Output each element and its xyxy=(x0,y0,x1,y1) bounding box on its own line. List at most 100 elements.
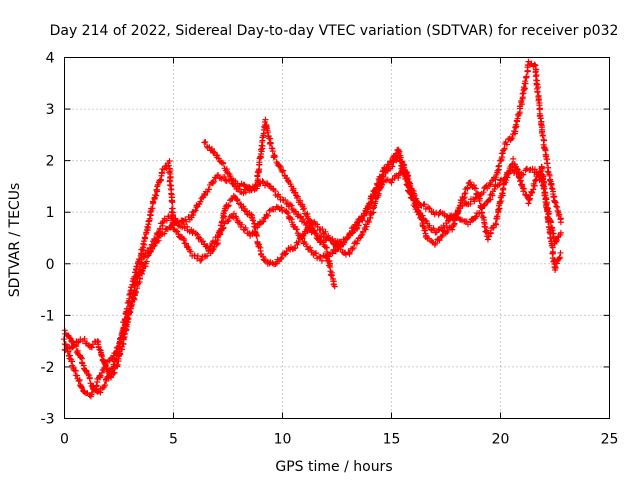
data-point xyxy=(248,211,255,218)
data-point xyxy=(225,202,232,209)
data-point xyxy=(258,148,265,155)
data-point xyxy=(180,237,187,244)
data-point xyxy=(556,254,563,261)
data-point xyxy=(179,224,186,231)
data-point xyxy=(476,197,483,204)
data-point xyxy=(254,222,261,229)
grid-lines xyxy=(64,57,610,419)
data-point xyxy=(529,189,536,196)
data-point xyxy=(126,291,133,298)
data-point xyxy=(297,197,304,204)
data-point xyxy=(88,389,95,396)
data-point xyxy=(302,241,309,248)
data-point xyxy=(387,158,394,165)
data-point xyxy=(540,175,547,182)
data-point xyxy=(115,344,122,351)
data-point xyxy=(109,366,116,373)
data-point xyxy=(278,204,285,211)
data-point xyxy=(282,197,289,204)
data-point xyxy=(461,190,468,197)
data-point xyxy=(432,240,439,247)
data-point xyxy=(513,165,520,172)
data-point xyxy=(267,140,274,147)
data-point xyxy=(553,203,560,210)
data-point xyxy=(300,216,307,223)
data-point xyxy=(277,163,284,170)
data-point xyxy=(135,256,142,263)
data-point xyxy=(324,252,331,259)
data-point xyxy=(500,185,507,192)
x-axis-label: GPS time / hours xyxy=(275,459,392,475)
y-tick-label: 0 xyxy=(46,257,55,273)
data-points xyxy=(60,58,564,400)
data-point xyxy=(460,195,467,202)
data-point xyxy=(120,324,127,331)
data-point xyxy=(150,199,157,206)
data-point xyxy=(163,217,170,224)
data-point xyxy=(110,363,117,370)
data-point xyxy=(552,264,559,271)
data-point xyxy=(347,232,354,239)
data-point xyxy=(289,246,296,253)
data-point xyxy=(208,145,215,152)
data-point xyxy=(366,219,373,226)
data-point xyxy=(319,226,326,233)
data-point xyxy=(343,235,350,242)
data-point xyxy=(215,171,222,178)
data-point xyxy=(489,177,496,184)
data-point xyxy=(293,226,300,233)
data-point xyxy=(443,223,450,230)
data-point xyxy=(519,101,526,108)
data-point xyxy=(358,232,365,239)
data-point xyxy=(318,257,325,264)
data-point xyxy=(496,162,503,169)
data-point xyxy=(301,205,308,212)
data-point xyxy=(202,139,209,146)
data-point xyxy=(187,248,194,255)
data-point xyxy=(541,185,548,192)
data-point xyxy=(534,88,541,95)
data-point xyxy=(253,181,260,188)
data-point xyxy=(264,212,271,219)
data-point xyxy=(473,213,480,220)
data-point xyxy=(173,227,180,234)
data-point xyxy=(495,206,502,213)
data-point xyxy=(533,72,540,79)
data-point xyxy=(262,116,269,123)
data-point xyxy=(147,209,154,216)
data-point xyxy=(103,365,110,372)
data-point xyxy=(219,218,226,225)
data-point xyxy=(86,375,93,382)
data-point xyxy=(367,199,374,206)
data-point xyxy=(395,154,402,161)
data-point xyxy=(493,221,500,228)
data-point xyxy=(489,190,496,197)
data-point xyxy=(98,369,105,376)
data-point xyxy=(519,181,526,188)
data-point xyxy=(453,213,460,220)
data-point xyxy=(439,232,446,239)
data-point xyxy=(338,239,345,246)
data-point xyxy=(553,237,560,244)
data-point xyxy=(380,173,387,180)
data-point xyxy=(370,205,377,212)
data-point xyxy=(313,250,320,257)
x-tick-label: 25 xyxy=(601,432,619,448)
data-point xyxy=(557,229,564,236)
data-point xyxy=(454,207,461,214)
data-point xyxy=(97,372,104,379)
data-point xyxy=(520,171,527,178)
data-point xyxy=(334,242,341,249)
data-point xyxy=(363,223,370,230)
data-point xyxy=(169,212,176,219)
data-point xyxy=(227,173,234,180)
data-point xyxy=(260,179,267,186)
series-track-d xyxy=(201,116,338,290)
chart-title: Day 214 of 2022, Sidereal Day-to-day VTE… xyxy=(50,23,619,39)
data-point xyxy=(158,169,165,176)
data-point xyxy=(300,206,307,213)
data-point xyxy=(467,219,474,226)
data-point xyxy=(230,192,237,199)
data-point xyxy=(279,168,286,175)
data-point xyxy=(78,354,85,361)
